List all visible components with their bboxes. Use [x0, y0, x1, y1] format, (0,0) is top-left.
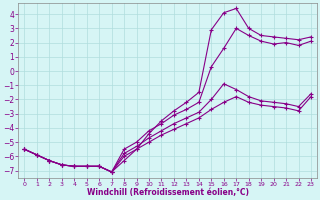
X-axis label: Windchill (Refroidissement éolien,°C): Windchill (Refroidissement éolien,°C): [87, 188, 249, 197]
